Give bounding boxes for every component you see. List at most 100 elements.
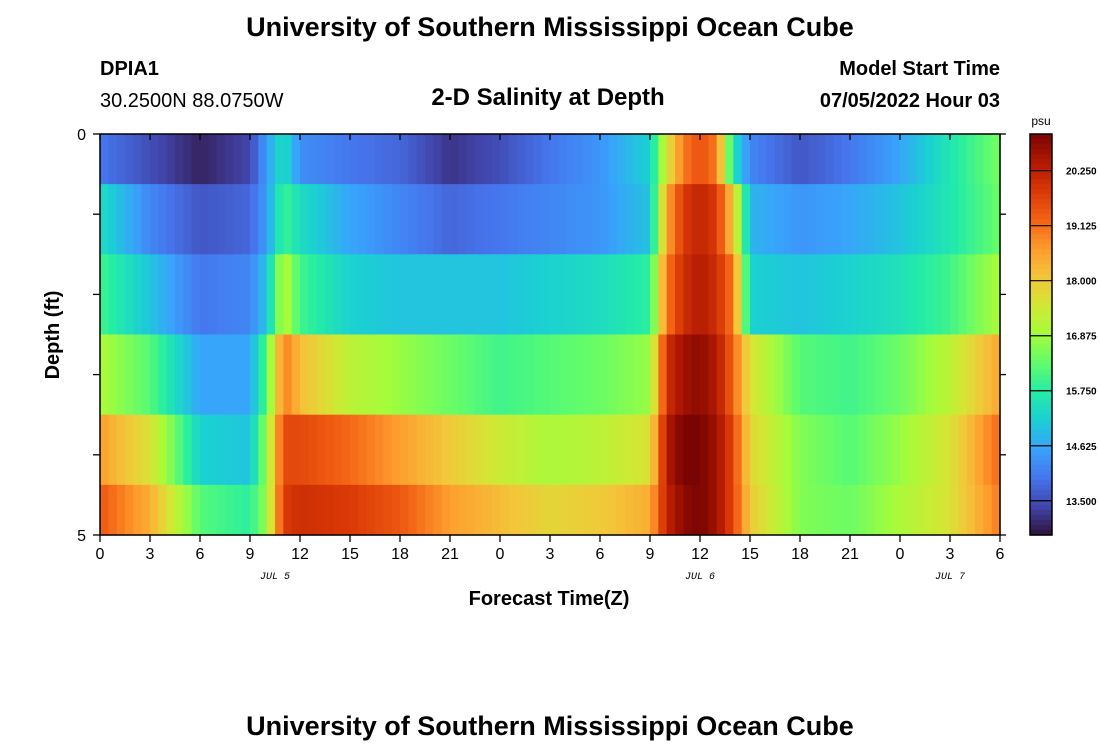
heatmap-cell (675, 484, 684, 536)
heatmap-cell (941, 134, 951, 185)
heatmap-cell (841, 334, 851, 416)
heatmap-cell (741, 134, 751, 185)
heatmap-cell (550, 184, 559, 255)
heatmap-cell (616, 334, 626, 416)
heatmap-cell (708, 334, 718, 416)
heatmap-cell (350, 254, 359, 336)
heatmap-cell (500, 134, 509, 185)
colorbar-segment (1030, 249, 1052, 255)
x-tick-label: 9 (246, 546, 255, 563)
heatmap-cell (550, 254, 559, 336)
heatmap-cell (658, 254, 668, 336)
heatmap-cell (758, 254, 768, 336)
heatmap-cell (441, 134, 451, 185)
heatmap-cell (108, 484, 118, 536)
x-tick-label: 15 (341, 546, 359, 563)
heatmap-cell (391, 414, 401, 486)
heatmap-cell (683, 254, 693, 336)
heatmap-cell (558, 334, 568, 416)
colorbar-segment (1030, 374, 1052, 381)
colorbar-segment (1030, 144, 1052, 150)
heatmap-cell (950, 414, 959, 486)
heatmap-cell (208, 414, 218, 486)
heatmap-cell (683, 414, 693, 486)
heatmap-cell (458, 134, 468, 185)
heatmap-cell (150, 184, 159, 255)
heatmap-cell (991, 334, 1001, 416)
colorbar-segment (1030, 519, 1052, 526)
heatmap-cell (916, 184, 926, 255)
heatmap-cell (666, 184, 676, 255)
heatmap-cell (791, 484, 801, 536)
colorbar-tick-label: 15.750 (1066, 387, 1097, 398)
heatmap-cell (100, 414, 109, 486)
heatmap-cell (450, 484, 459, 536)
heatmap-cell (575, 184, 584, 255)
page-title: University of Southern Mississippi Ocean… (246, 12, 854, 42)
heatmap-cell (725, 484, 734, 536)
heatmap-cell (291, 134, 301, 185)
heatmap-cell (183, 134, 193, 185)
heatmap-cell (241, 134, 251, 185)
heatmap-cell (216, 414, 226, 486)
heatmap-cell (483, 184, 493, 255)
heatmap-cell (808, 484, 818, 536)
heatmap-cell (500, 334, 509, 416)
heatmap-cell (616, 134, 626, 185)
heatmap-cell (816, 254, 826, 336)
heatmap-cell (233, 134, 243, 185)
heatmap-cell (283, 134, 293, 185)
heatmap-cell (225, 134, 234, 185)
heatmap-cell (416, 184, 426, 255)
colorbar-segment (1030, 359, 1052, 366)
heatmap-cell (366, 184, 376, 255)
heatmap-cell (533, 484, 543, 536)
heatmap-cell (250, 254, 259, 336)
colorbar-segment (1030, 319, 1052, 326)
heatmap-cell (800, 254, 809, 336)
heatmap-cell (825, 334, 834, 416)
heatmap-cell (383, 184, 393, 255)
heatmap-cell (333, 134, 343, 185)
heatmap-cell (350, 484, 359, 536)
heatmap-cell (566, 334, 576, 416)
y-axis-ticks: 05 (77, 127, 1006, 545)
heatmap-cell (233, 334, 243, 416)
heatmap-cell (450, 134, 459, 185)
heatmap-cell (875, 254, 884, 336)
heatmap-cell (950, 134, 959, 185)
colorbar-segment (1030, 489, 1052, 496)
heatmap-cell (475, 414, 484, 486)
heatmap-cell (850, 414, 859, 486)
heatmap-cell (858, 334, 868, 416)
heatmap-cell (400, 184, 409, 255)
x-tick-label: 0 (896, 546, 905, 563)
heatmap-cell (150, 334, 159, 416)
heatmap-cell (291, 414, 301, 486)
heatmap-cell (375, 334, 384, 416)
heatmap-cell (825, 484, 834, 536)
heatmap-cell (575, 484, 584, 536)
heatmap-cell (775, 414, 784, 486)
heatmap-cell (866, 334, 876, 416)
heatmap-cell (758, 484, 768, 536)
heatmap-cell (708, 484, 718, 536)
heatmap-cell (225, 334, 234, 416)
date-label: JUL 6 (685, 572, 715, 583)
heatmap-cell (841, 254, 851, 336)
heatmap-cell (783, 184, 793, 255)
heatmap-cell (375, 414, 384, 486)
heatmap-cell (541, 414, 551, 486)
heatmap-cell (566, 184, 576, 255)
heatmap-cell (175, 254, 184, 336)
heatmap-cell (441, 334, 451, 416)
heatmap-cell (583, 334, 593, 416)
heatmap-cell (591, 134, 601, 185)
colorbar-segment (1030, 194, 1052, 200)
heatmap-cell (908, 134, 918, 185)
heatmap-cell (308, 334, 318, 416)
heatmap-cell (725, 414, 734, 486)
x-axis-title: Forecast Time(Z) (469, 588, 630, 610)
colorbar-segment (1030, 379, 1052, 386)
heatmap-cell (725, 254, 734, 336)
